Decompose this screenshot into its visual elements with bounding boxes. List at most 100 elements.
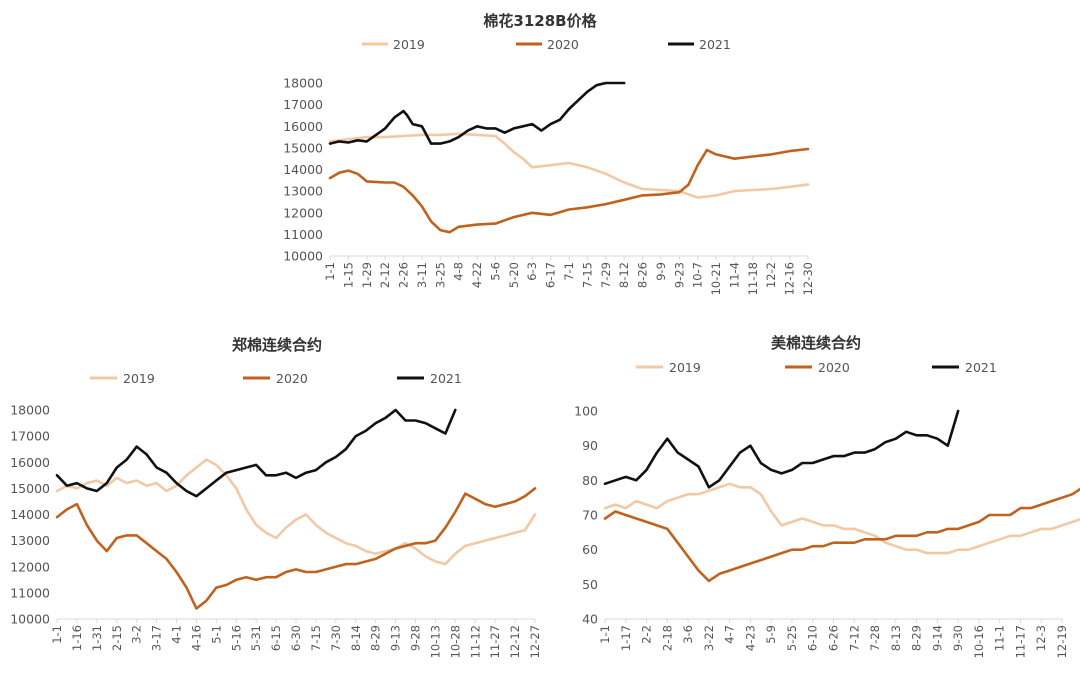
- x-tick-label: 7-15: [580, 262, 594, 288]
- x-tick-label: 3-22: [702, 625, 716, 651]
- legend-label-2019: 2019: [669, 360, 701, 375]
- x-tick-label: 8-29: [910, 625, 924, 651]
- y-tick-label: 15000: [10, 481, 50, 496]
- legend-label-2020: 2020: [276, 371, 308, 386]
- x-tick-label: 1-29: [360, 262, 374, 288]
- x-tick-label: 6-30: [289, 625, 303, 651]
- x-tick-label: 6-26: [827, 625, 841, 651]
- x-tick-label: 10-16: [972, 625, 986, 658]
- x-tick-label: 1-17: [619, 625, 633, 651]
- series-line-2020: [55, 487, 537, 610]
- y-axis: 10000 11000 12000 13000 14000 15000 16000 17000…: [283, 76, 323, 264]
- x-tick-label: 12-19: [1055, 625, 1069, 658]
- series-lines: [328, 81, 810, 234]
- y-tick-label: 18000: [10, 403, 50, 418]
- x-tick-label: 5-9: [764, 625, 778, 644]
- x-tick-label: 4-16: [189, 625, 203, 651]
- x-tick-label: 6-15: [269, 625, 283, 651]
- x-tick-label: 3-2: [130, 625, 144, 644]
- y-tick-label: 15000: [283, 140, 323, 155]
- series-line-2020: [328, 147, 810, 234]
- legend: 2019 2020 2021: [362, 37, 731, 52]
- x-tick-label: 6-10: [806, 625, 820, 651]
- chart-title: 棉花3128B价格: [483, 12, 597, 30]
- x-tick-label: 3-25: [433, 262, 447, 288]
- y-tick-label: 50: [582, 577, 598, 592]
- x-tick-label: 3-17: [150, 625, 164, 651]
- x-tick-label: 1-1: [323, 262, 337, 281]
- x-tick-label: 1-1: [598, 625, 612, 644]
- x-tick-label: 2-12: [378, 262, 392, 288]
- x-tick-label: 2-15: [110, 625, 124, 651]
- x-axis: 1-1 1-15 1-29 2-12 2-26 3-11 3-25 4-8 4-22 5-6 5-2…: [323, 255, 815, 295]
- chart-title: 美棉连续合约: [771, 334, 861, 352]
- x-tick-label: 3-11: [415, 262, 429, 288]
- x-tick-label: 5-25: [785, 625, 799, 651]
- x-tick-label: 1-31: [90, 625, 104, 651]
- x-tick-label: 6-17: [544, 262, 558, 288]
- x-tick-label: 9-23: [672, 262, 686, 288]
- x-tick-label: 7-28: [868, 625, 882, 651]
- x-tick-label: 1-15: [341, 262, 355, 288]
- x-axis: 1-1 1-17 2-2 2-18 3-6 3-22 4-7 4-23 5-9 5-25 6-10 6…: [598, 618, 1069, 658]
- x-tick-label: 11-17: [1013, 625, 1027, 658]
- x-tick-label: 9-13: [389, 625, 403, 651]
- y-tick-label: 70: [582, 508, 598, 523]
- legend-label-2019: 2019: [123, 371, 155, 386]
- series-line-2021: [328, 81, 626, 145]
- legend-label-2020: 2020: [547, 37, 579, 52]
- x-tick-label: 9-14: [930, 625, 944, 651]
- x-tick-label: 4-23: [743, 625, 757, 651]
- x-tick-label: 4-1: [170, 625, 184, 644]
- x-axis: 1-1 1-16 1-31 2-15 3-2 3-17 4-1 4-16 5-1 5-16 5-31…: [50, 618, 542, 658]
- y-tick-label: 11000: [10, 585, 50, 600]
- y-tick-label: 12000: [10, 559, 50, 574]
- y-tick-label: 14000: [283, 162, 323, 177]
- y-tick-label: 17000: [10, 429, 50, 444]
- y-tick-label: 17000: [283, 97, 323, 112]
- x-tick-label: 11-27: [488, 625, 502, 658]
- y-axis: 10000 11000 12000 13000 14000 15000 16000 17000…: [10, 403, 50, 627]
- x-tick-label: 6-3: [525, 262, 539, 281]
- x-tick-label: 5-31: [249, 625, 263, 651]
- x-tick-label: 8-12: [617, 262, 631, 288]
- x-tick-label: 2-2: [640, 625, 654, 644]
- legend: 2019 2020 2021: [636, 360, 997, 375]
- chart-cotton-3128b: 棉花3128B价格 2019 2020 2021 10000 11000 12000…: [283, 12, 815, 295]
- x-tick-label: 11-4: [727, 262, 741, 288]
- series-line-2019: [55, 458, 537, 566]
- x-tick-label: 4-22: [470, 262, 484, 288]
- x-tick-label: 3-6: [681, 625, 695, 644]
- y-tick-label: 18000: [283, 76, 323, 91]
- x-tick-label: 10-28: [448, 625, 462, 658]
- series-line-2021: [55, 408, 457, 498]
- y-tick-label: 11000: [283, 227, 323, 242]
- x-tick-label: 12-27: [528, 625, 542, 658]
- legend-label-2020: 2020: [818, 360, 850, 375]
- series-line-2021: [603, 409, 960, 489]
- y-axis: 40 50 60 70 80 90 100: [574, 404, 598, 627]
- y-tick-label: 40: [582, 612, 598, 627]
- x-tick-label: 12-30: [801, 262, 815, 295]
- chart-title: 郑棉连续合约: [232, 336, 322, 354]
- legend-label-2021: 2021: [965, 360, 997, 375]
- series-lines: [55, 408, 537, 610]
- x-tick-label: 11-18: [746, 262, 760, 295]
- x-tick-label: 12-3: [1034, 625, 1048, 651]
- x-tick-label: 7-1: [562, 262, 576, 281]
- x-tick-label: 10-21: [709, 262, 723, 295]
- series-line-2020: [603, 487, 1080, 583]
- y-tick-label: 13000: [10, 533, 50, 548]
- y-tick-label: 10000: [10, 612, 50, 627]
- x-tick-label: 12-2: [764, 262, 778, 288]
- legend-label-2021: 2021: [699, 37, 731, 52]
- y-tick-label: 100: [574, 404, 598, 419]
- x-tick-label: 9-30: [951, 625, 965, 651]
- x-tick-label: 12-16: [783, 262, 797, 295]
- x-tick-label: 5-20: [507, 262, 521, 288]
- x-tick-label: 5-6: [488, 262, 502, 281]
- x-tick-label: 2-26: [397, 262, 411, 288]
- y-tick-label: 12000: [283, 205, 323, 220]
- x-tick-label: 8-26: [636, 262, 650, 288]
